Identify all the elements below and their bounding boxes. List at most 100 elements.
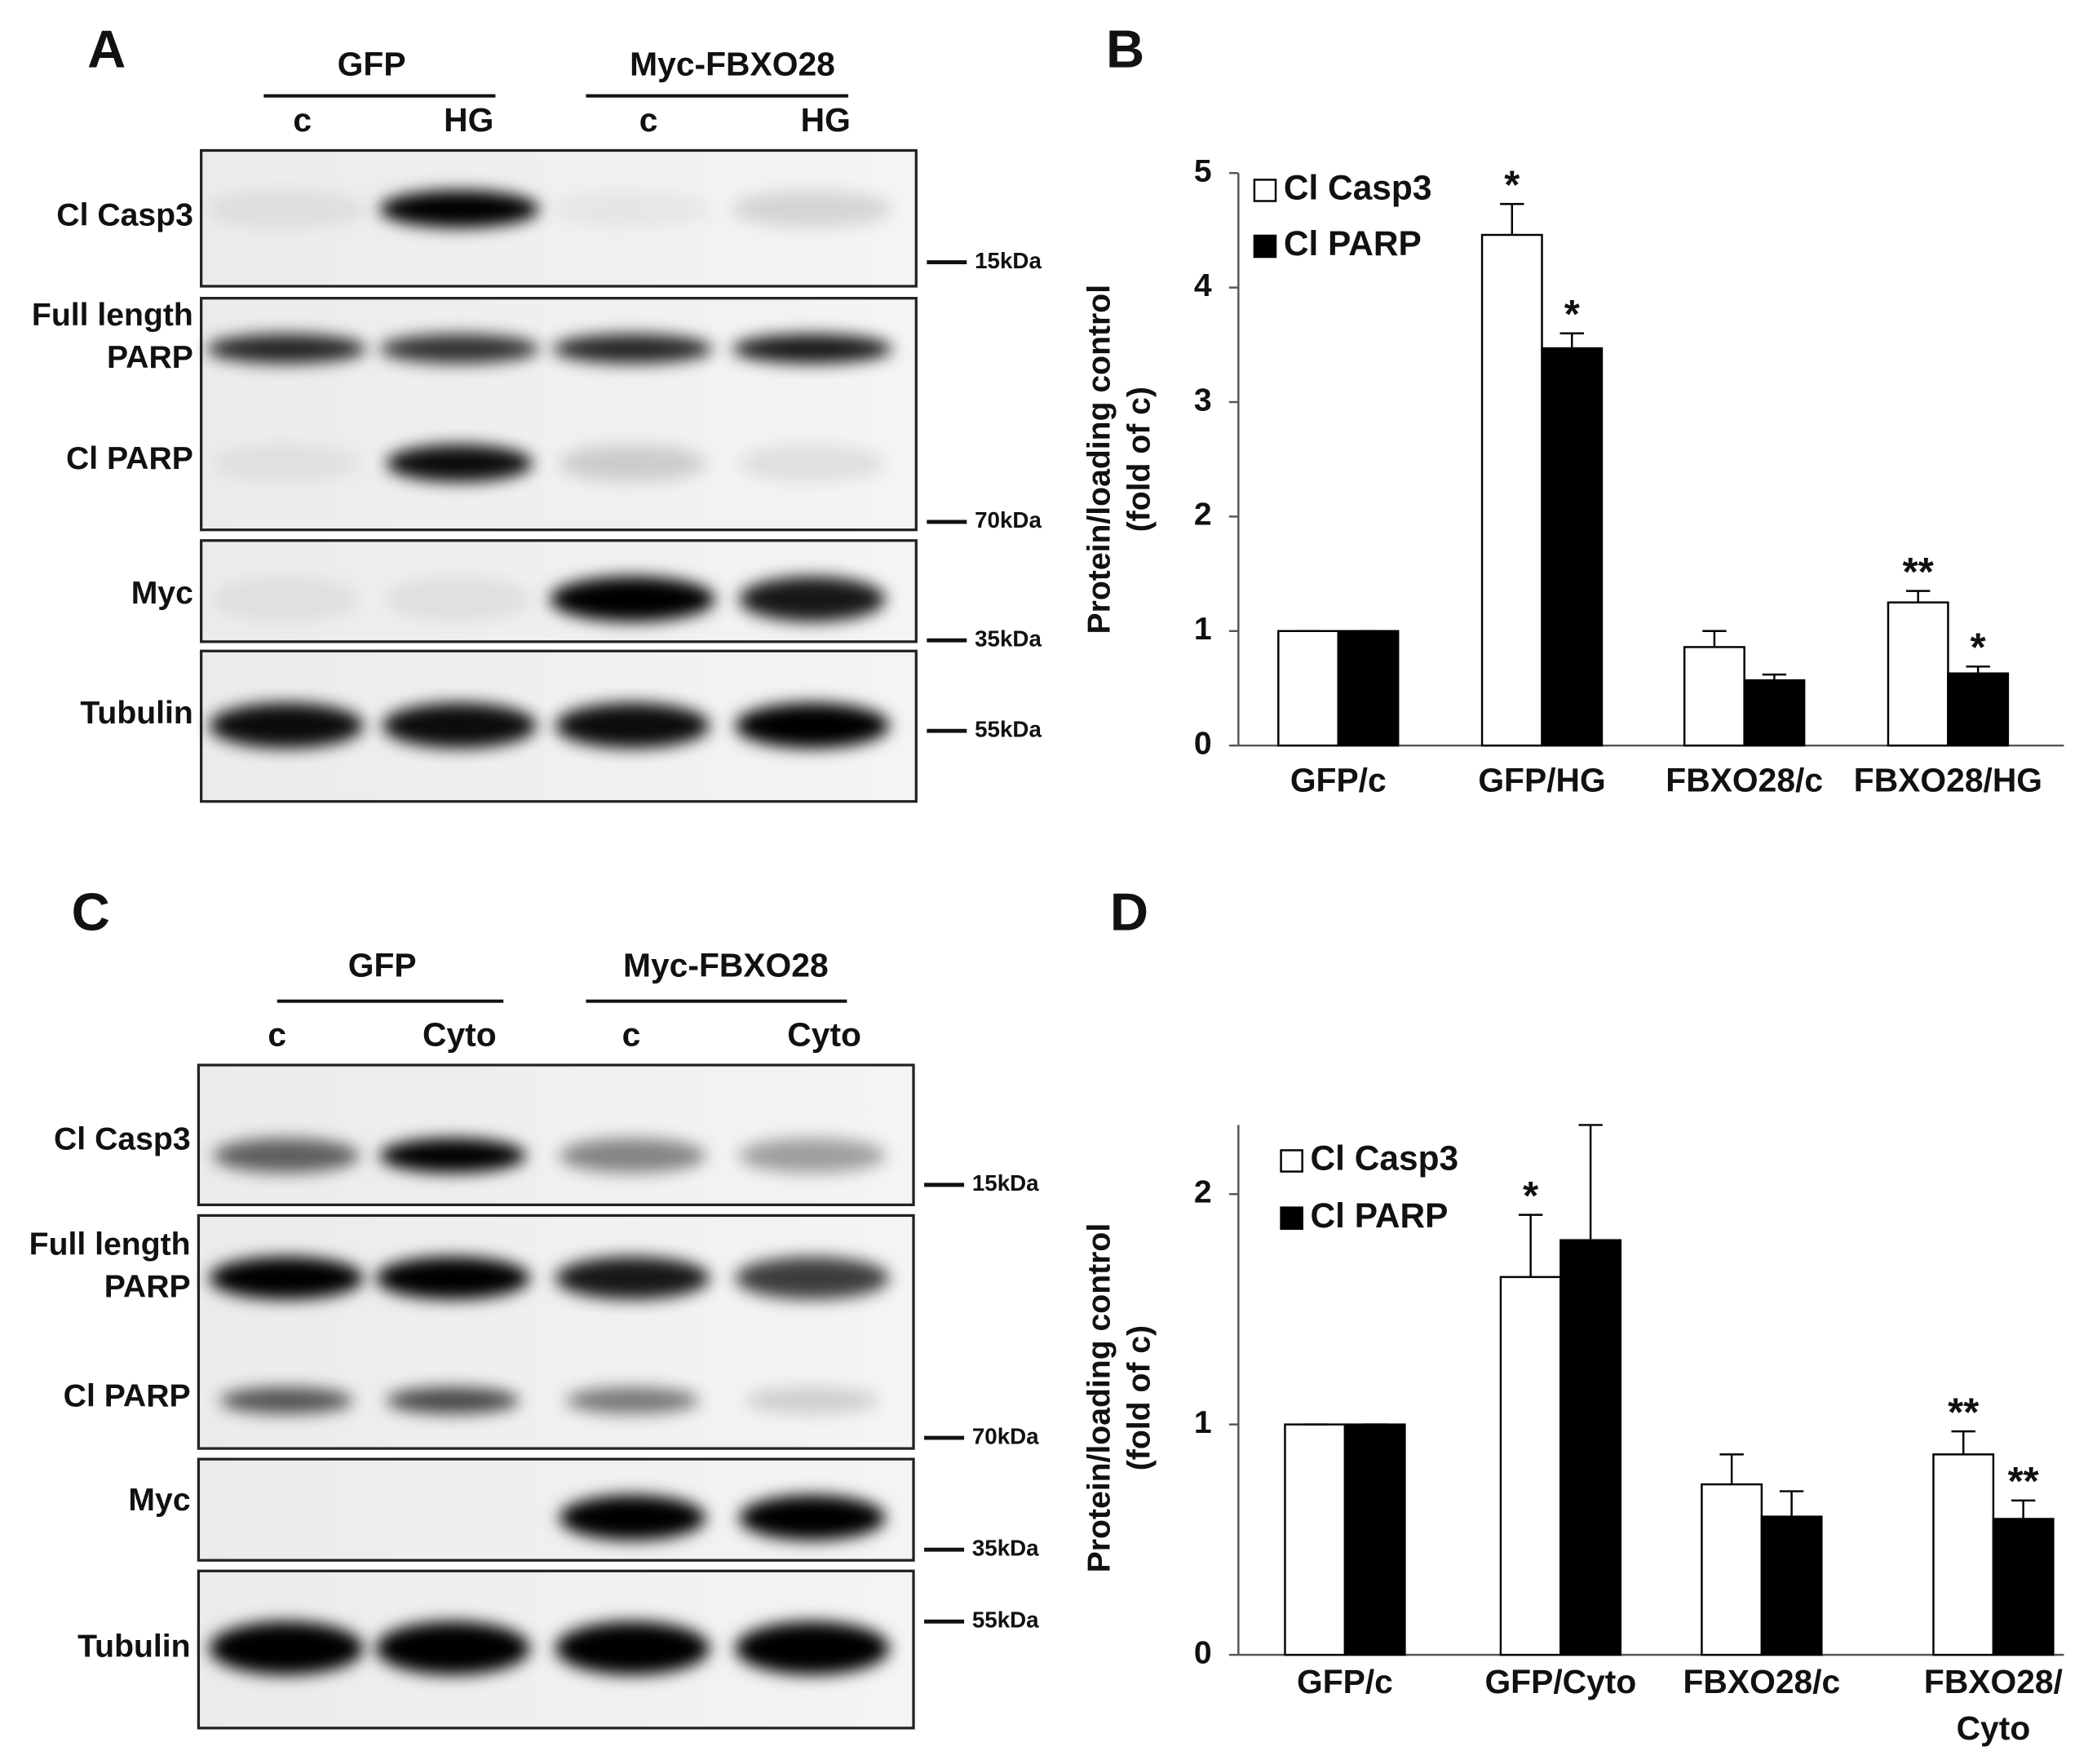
- x-tick-label: FBXO28/: [1924, 1663, 2063, 1700]
- y-axis-label: Protein/loading control: [1082, 1223, 1117, 1573]
- band: [219, 1387, 353, 1414]
- band: [375, 1621, 530, 1675]
- marker-label: 70kDa: [975, 507, 1042, 533]
- band: [206, 190, 367, 228]
- bar: [1337, 630, 1400, 747]
- band: [552, 334, 713, 364]
- bar: [1499, 1275, 1562, 1656]
- y-axis-label: Protein/loading control: [1082, 285, 1117, 634]
- x-tick-label: GFP/c: [1290, 762, 1387, 799]
- x-tick-label: GFP/c: [1297, 1663, 1393, 1700]
- legend-label: Cl PARP: [1284, 224, 1422, 263]
- marker-label: 55kDa: [975, 717, 1042, 742]
- band: [213, 1138, 360, 1174]
- band: [379, 334, 540, 364]
- band: [555, 1621, 710, 1675]
- band: [565, 1387, 700, 1414]
- significance: *: [1504, 163, 1520, 207]
- row-label: Myc: [131, 576, 193, 611]
- band: [732, 334, 892, 364]
- lane-label: c: [268, 1015, 286, 1053]
- row-label: Cl PARP: [66, 441, 193, 476]
- y-tick-label: 1: [1194, 612, 1212, 647]
- band: [375, 1257, 530, 1300]
- band: [206, 334, 367, 364]
- band: [209, 1257, 364, 1300]
- x-tick-label: Cyto: [1957, 1709, 2031, 1747]
- x-tick-label: FBXO28/c: [1683, 1663, 1841, 1700]
- bar: [1480, 233, 1543, 747]
- y-tick-label: 5: [1194, 154, 1212, 189]
- row-label: Cl Casp3: [54, 1121, 191, 1156]
- y-tick-label: 0: [1194, 727, 1212, 762]
- marker-label: 35kDa: [975, 626, 1042, 652]
- bar: [1559, 1239, 1622, 1656]
- band: [213, 444, 360, 482]
- band: [555, 702, 710, 749]
- y-tick-label: 2: [1194, 497, 1212, 533]
- y-tick-label: 4: [1194, 268, 1212, 303]
- blot-panel: [200, 297, 918, 532]
- legend-swatch: [1280, 1206, 1303, 1230]
- band: [386, 444, 533, 482]
- band: [213, 576, 360, 622]
- y-axis-label: (fold of c): [1122, 1325, 1157, 1470]
- legend-label: Cl Casp3: [1284, 169, 1432, 207]
- significance: **: [1948, 1390, 1980, 1435]
- legend-label: Cl PARP: [1310, 1196, 1448, 1235]
- band: [209, 1621, 364, 1675]
- group-label: Myc-FBXO28: [623, 947, 829, 984]
- row-label: Myc: [128, 1483, 190, 1518]
- band: [735, 702, 890, 749]
- legend-label: Cl Casp3: [1310, 1139, 1458, 1178]
- lane-label: Cyto: [422, 1015, 497, 1053]
- y-tick-label: 1: [1194, 1405, 1212, 1440]
- group-label: GFP: [338, 45, 406, 82]
- row-label: Cl PARP: [64, 1378, 191, 1413]
- band: [379, 1138, 526, 1174]
- row-label: Tubulin: [80, 696, 192, 731]
- band: [739, 576, 886, 622]
- y-tick-label: 2: [1194, 1175, 1212, 1210]
- panel-letter: B: [1106, 20, 1144, 79]
- band: [552, 190, 713, 228]
- band: [735, 1257, 890, 1300]
- band: [386, 576, 533, 622]
- row-label: PARP: [104, 1270, 191, 1305]
- significance: *: [1971, 626, 1987, 670]
- row-label: Full length: [29, 1227, 191, 1262]
- group-label: GFP: [348, 947, 417, 984]
- x-tick-label: GFP/Cyto: [1484, 1663, 1636, 1700]
- legend-swatch: [1253, 234, 1277, 259]
- bar: [1947, 672, 2010, 747]
- band: [739, 1495, 886, 1541]
- panel-letter: A: [87, 20, 126, 79]
- band: [550, 576, 715, 622]
- blot-panel: [197, 1063, 915, 1207]
- lane-label: c: [639, 101, 658, 139]
- band: [739, 444, 886, 482]
- bar: [1743, 679, 1806, 747]
- marker-label: 35kDa: [972, 1536, 1039, 1561]
- band: [382, 702, 537, 749]
- band: [555, 1257, 710, 1300]
- x-tick-label: FBXO28/HG: [1854, 762, 2042, 799]
- bar: [1760, 1515, 1823, 1656]
- legend-swatch: [1253, 179, 1277, 202]
- significance: *: [1523, 1174, 1539, 1218]
- legend-swatch: [1280, 1149, 1303, 1173]
- y-tick-label: 0: [1194, 1635, 1212, 1670]
- band: [732, 190, 892, 228]
- band: [559, 1495, 706, 1541]
- lane-label: Cyto: [787, 1015, 861, 1053]
- bar: [1277, 630, 1339, 747]
- significance: **: [2008, 1460, 2040, 1504]
- row-label: Tubulin: [77, 1629, 190, 1664]
- bar: [1992, 1518, 2055, 1656]
- panel-letter: D: [1110, 882, 1148, 941]
- x-tick-label: FBXO28/c: [1666, 762, 1823, 799]
- marker-label: 55kDa: [972, 1607, 1039, 1633]
- band: [386, 1387, 520, 1414]
- band: [559, 444, 706, 482]
- band: [735, 1621, 890, 1675]
